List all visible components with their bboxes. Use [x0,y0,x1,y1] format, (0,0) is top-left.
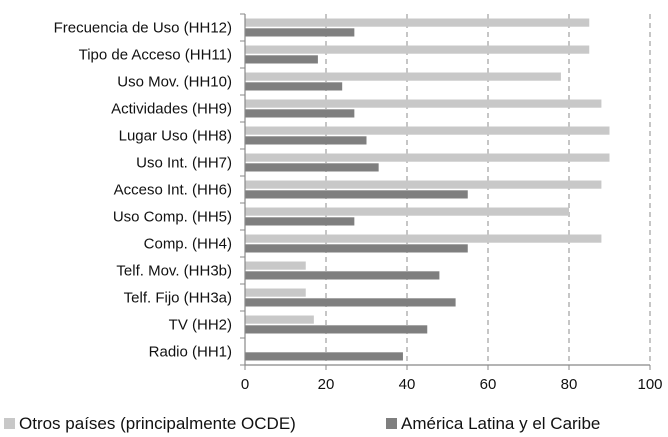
bar-otros-paises [245,180,602,189]
legend-label: Otros países (principalmente OCDE) [19,414,296,433]
category-label: TV (HH2) [169,317,232,334]
bars [245,18,610,361]
category-label: Actividades (HH9) [111,101,232,118]
category-label: Lugar Uso (HH8) [119,128,232,145]
category-label: Acceso Int. (HH6) [114,182,232,199]
category-label: Radio (HH1) [149,344,232,361]
bar-otros-paises [245,18,590,27]
x-tick-label: 60 [480,376,497,393]
x-tick-label: 80 [561,376,578,393]
legend-swatch [386,418,397,429]
bar-america-latina [245,163,379,172]
bar-america-latina [245,298,456,307]
category-label: Frecuencia de Uso (HH12) [54,20,232,37]
bar-otros-paises [245,315,314,324]
category-label: Uso Comp. (HH5) [113,209,232,226]
x-tick-label: 20 [318,376,335,393]
bar-otros-paises [245,153,610,162]
x-tick-label: 40 [399,376,416,393]
bar-america-latina [245,325,428,334]
bar-otros-paises [245,126,610,135]
legend: Otros países (principalmente OCDE) Améric… [4,414,600,433]
bar-otros-paises [245,99,602,108]
category-label: Comp. (HH4) [144,236,232,253]
bar-america-latina [245,55,318,64]
bar-america-latina [245,82,343,91]
gridlines [325,14,651,365]
category-label: Uso Int. (HH7) [136,155,232,172]
category-label: Telf. Fijo (HH3a) [124,290,232,307]
bar-america-latina [245,271,440,280]
bar-america-latina [245,352,403,361]
bar-america-latina [245,217,355,226]
bar-america-latina [245,190,468,199]
category-label: Uso Mov. (HH10) [117,74,232,91]
category-labels: Frecuencia de Uso (HH12) Tipo de Acceso (… [54,20,232,361]
bar-america-latina [245,109,355,118]
bar-america-latina [245,136,367,145]
x-tick-labels: 0 20 40 60 80 100 [241,365,663,393]
bar-america-latina [245,28,355,37]
category-label: Tipo de Acceso (HH11) [79,47,232,64]
x-tick-label: 0 [241,376,249,393]
bar-otros-paises [245,207,569,216]
bar-otros-paises [245,234,602,243]
x-tick-label: 100 [637,376,662,393]
legend-swatch [4,418,15,429]
legend-label: América Latina y el Caribe [401,414,600,433]
category-label: Telf. Mov. (HH3b) [116,263,232,280]
bar-otros-paises [245,288,306,297]
bar-america-latina [245,244,468,253]
bar-otros-paises [245,261,306,270]
bar-otros-paises [245,72,561,81]
bar-otros-paises [245,45,590,54]
